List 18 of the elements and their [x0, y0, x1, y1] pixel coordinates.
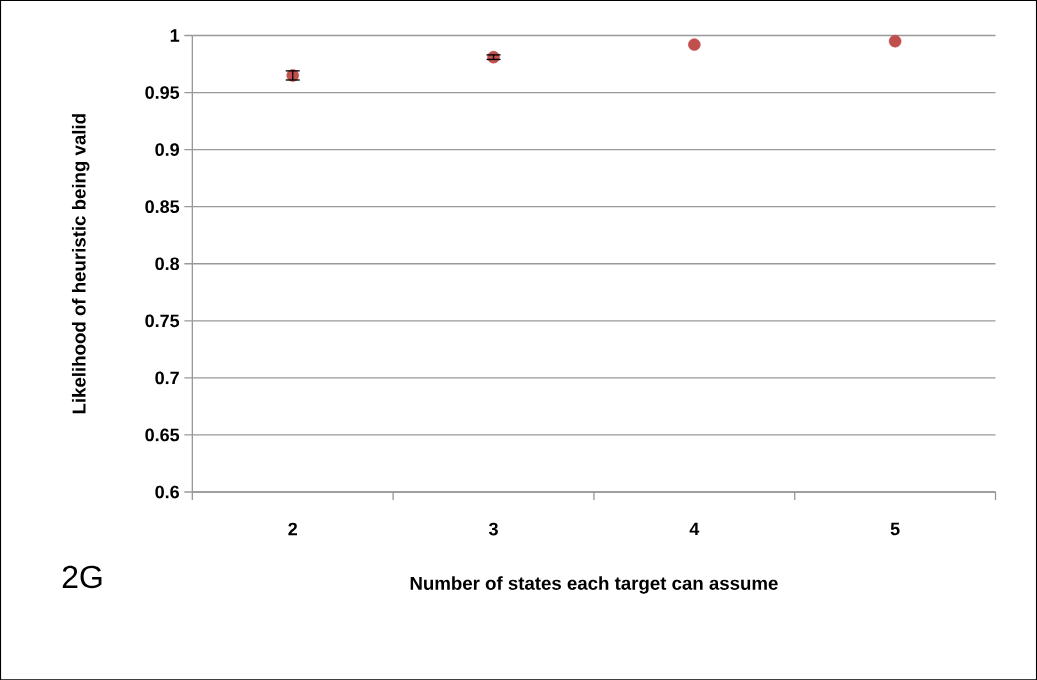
y-tick-label: 0.8 — [155, 257, 180, 270]
x-axis-title: Number of states each target can assume — [410, 576, 778, 594]
x-tick-label: 5 — [890, 522, 900, 536]
y-tick-label: 0.75 — [145, 314, 180, 328]
x-tick-label: 2 — [288, 522, 298, 536]
x-tick-label: 4 — [689, 522, 700, 535]
y-tick-label: 0.85 — [145, 200, 180, 213]
x-tick-label: 3 — [488, 522, 498, 536]
y-tick-label: 1 — [170, 29, 180, 42]
y-tick-label: 0.6 — [155, 485, 179, 499]
y-tick-label: 0.7 — [155, 371, 179, 385]
point — [888, 34, 902, 48]
y-tick-label: 0.9 — [155, 143, 179, 156]
y-tick-label: 0.95 — [145, 86, 180, 99]
y-axis-title: Likelihood of heuristic being valid — [71, 114, 90, 414]
text: 2G — [62, 565, 102, 589]
y-tick-label: 0.65 — [145, 428, 180, 442]
point — [688, 38, 701, 51]
